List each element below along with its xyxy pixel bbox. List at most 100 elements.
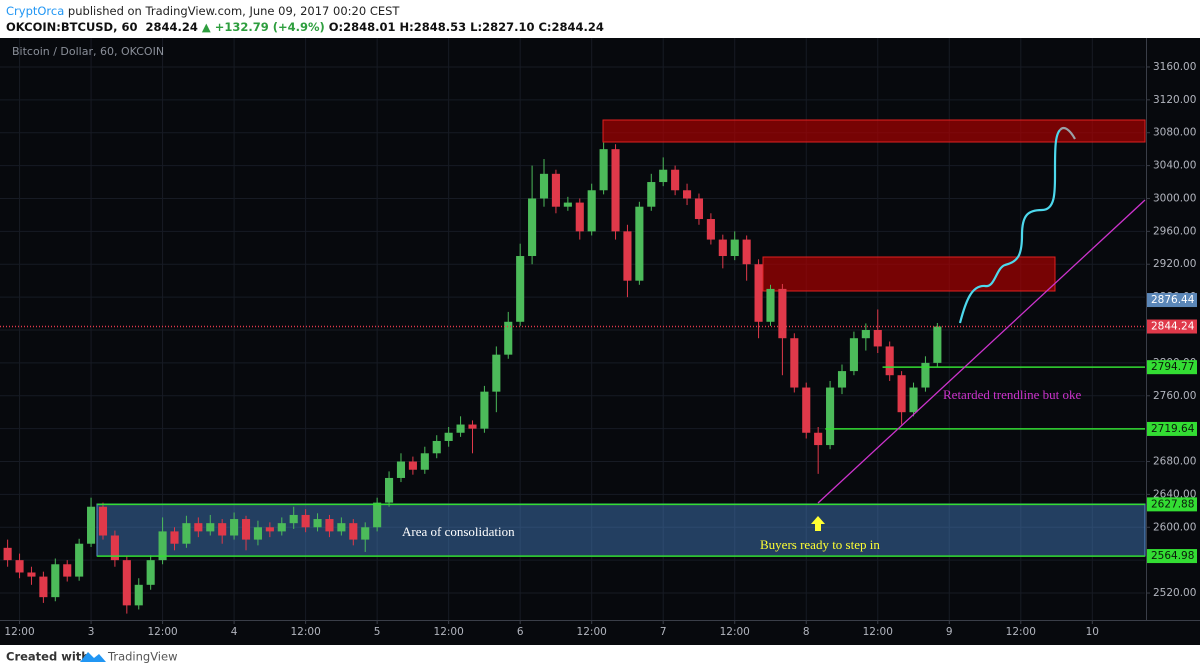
candle-body <box>182 523 191 544</box>
candle-body <box>635 206 644 281</box>
y-tick-label: 3040.00 <box>1153 160 1196 172</box>
candle-body <box>754 264 763 322</box>
candle-body <box>253 527 262 540</box>
candle-body <box>277 523 286 532</box>
ohlc-open: O:2848.01 <box>329 20 396 34</box>
price-label: 2627.88 <box>1151 498 1194 510</box>
candle-body <box>921 362 930 388</box>
candle-body <box>802 387 811 433</box>
candle-body <box>790 338 799 388</box>
candle-body <box>778 288 787 339</box>
candle-body <box>158 531 167 561</box>
x-tick-label: 12:00 <box>577 626 607 638</box>
candle-body <box>444 432 453 441</box>
y-tick-label: 2520.00 <box>1153 587 1196 599</box>
resistance-zone-top <box>602 119 1146 143</box>
x-tick-label: 8 <box>803 626 810 638</box>
published: published on TradingView.com, June 09, 2… <box>64 4 400 18</box>
candle-body <box>814 432 823 446</box>
candle-body <box>718 239 727 257</box>
x-tick-label: 12:00 <box>863 626 893 638</box>
consolidation-label: Area of consolidation <box>402 524 515 539</box>
axes: 2520.002560.002600.002640.002680.002720.… <box>4 61 1197 638</box>
x-tick-label: 12:00 <box>147 626 177 638</box>
candle-body <box>15 560 24 573</box>
price-label: 2876.44 <box>1151 294 1195 306</box>
candle-body <box>933 326 942 363</box>
candle-body <box>301 514 310 528</box>
candle-body <box>611 149 620 232</box>
y-tick-label: 3000.00 <box>1153 192 1196 204</box>
candle-body <box>325 519 334 532</box>
candle-body <box>337 523 346 532</box>
price-label-box <box>1147 497 1197 512</box>
candle-body <box>599 149 608 191</box>
candle-body <box>98 506 108 536</box>
price-label-box <box>1147 360 1197 375</box>
footer-background <box>0 645 1200 671</box>
x-tick-label: 12:00 <box>1006 626 1036 638</box>
candle-body <box>659 169 668 183</box>
candle-body <box>563 202 572 207</box>
trendline <box>817 199 1146 504</box>
y-tick-label: 2760.00 <box>1153 390 1196 402</box>
candle-body <box>766 288 775 322</box>
price-label-box <box>1147 319 1197 334</box>
candle-body <box>516 256 525 322</box>
candle-body <box>230 519 239 536</box>
candle-body <box>492 354 501 392</box>
candle-body <box>51 564 60 598</box>
candle-body <box>837 371 847 388</box>
candle-body <box>623 231 632 281</box>
buyers-label: Buyers ready to step in <box>760 537 880 552</box>
candle-body <box>206 523 215 532</box>
candle-body <box>528 198 537 257</box>
price-label: 2844.24 <box>1151 321 1195 333</box>
x-tick-label: 12:00 <box>720 626 750 638</box>
x-tick-label: 12:00 <box>434 626 464 638</box>
candle-body <box>480 391 489 429</box>
candle-body <box>456 424 465 433</box>
footer-logo <box>80 652 106 662</box>
candle-body <box>3 547 12 561</box>
footer-created: Created with <box>6 650 89 664</box>
candle-body <box>63 564 72 577</box>
candle-body <box>110 535 119 561</box>
candle-body <box>420 453 429 470</box>
candle-body <box>265 527 274 532</box>
candle-body <box>385 477 394 503</box>
candle-body <box>408 461 417 470</box>
y-tick-label: 2960.00 <box>1153 225 1196 237</box>
y-tick-label: 3080.00 <box>1153 127 1196 139</box>
candle-body <box>551 173 560 207</box>
price-label: 2719.64 <box>1151 423 1195 435</box>
candle-body <box>694 198 704 220</box>
candle-body <box>39 576 48 598</box>
candle-body <box>539 173 549 199</box>
price-label-box <box>1147 421 1197 436</box>
candle-body <box>396 461 406 478</box>
chart-title: Bitcoin / Dollar, 60, OKCOIN <box>12 45 164 58</box>
candle-body <box>289 514 298 524</box>
quote-line: OKCOIN:BTCUSD, 60 2844.24 ▲ +132.79 (+4.9%… <box>6 20 604 34</box>
candle-body <box>826 387 835 446</box>
projection-path <box>958 129 1061 324</box>
candle-body <box>671 169 680 191</box>
x-tick-label: 12:00 <box>4 626 34 638</box>
x-tick-label: 10 <box>1086 626 1099 638</box>
candle-body <box>432 440 441 454</box>
candles <box>3 142 942 614</box>
x-tick-label: 6 <box>517 626 524 638</box>
candle-body <box>504 321 513 355</box>
change: ▲ +132.79 (+4.9%) <box>202 20 325 34</box>
author[interactable]: CryptOrca <box>6 4 64 18</box>
y-tick-label: 2600.00 <box>1153 521 1196 533</box>
candle-body <box>742 239 751 265</box>
footer-brand[interactable]: TradingView <box>107 650 177 664</box>
y-tick-label: 3120.00 <box>1153 94 1196 106</box>
ohlc-high: H:2848.53 <box>400 20 467 34</box>
publish-line: CryptOrca published on TradingView.com, … <box>6 4 400 18</box>
resistance-zone-mid <box>762 256 1056 292</box>
